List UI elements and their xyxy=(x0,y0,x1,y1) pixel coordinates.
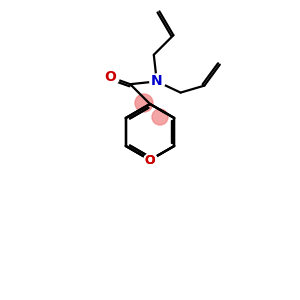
Circle shape xyxy=(152,109,168,125)
Circle shape xyxy=(135,94,153,112)
Text: O: O xyxy=(145,154,155,166)
Text: N: N xyxy=(151,74,163,88)
Text: O: O xyxy=(145,154,155,166)
Text: O: O xyxy=(105,70,116,84)
